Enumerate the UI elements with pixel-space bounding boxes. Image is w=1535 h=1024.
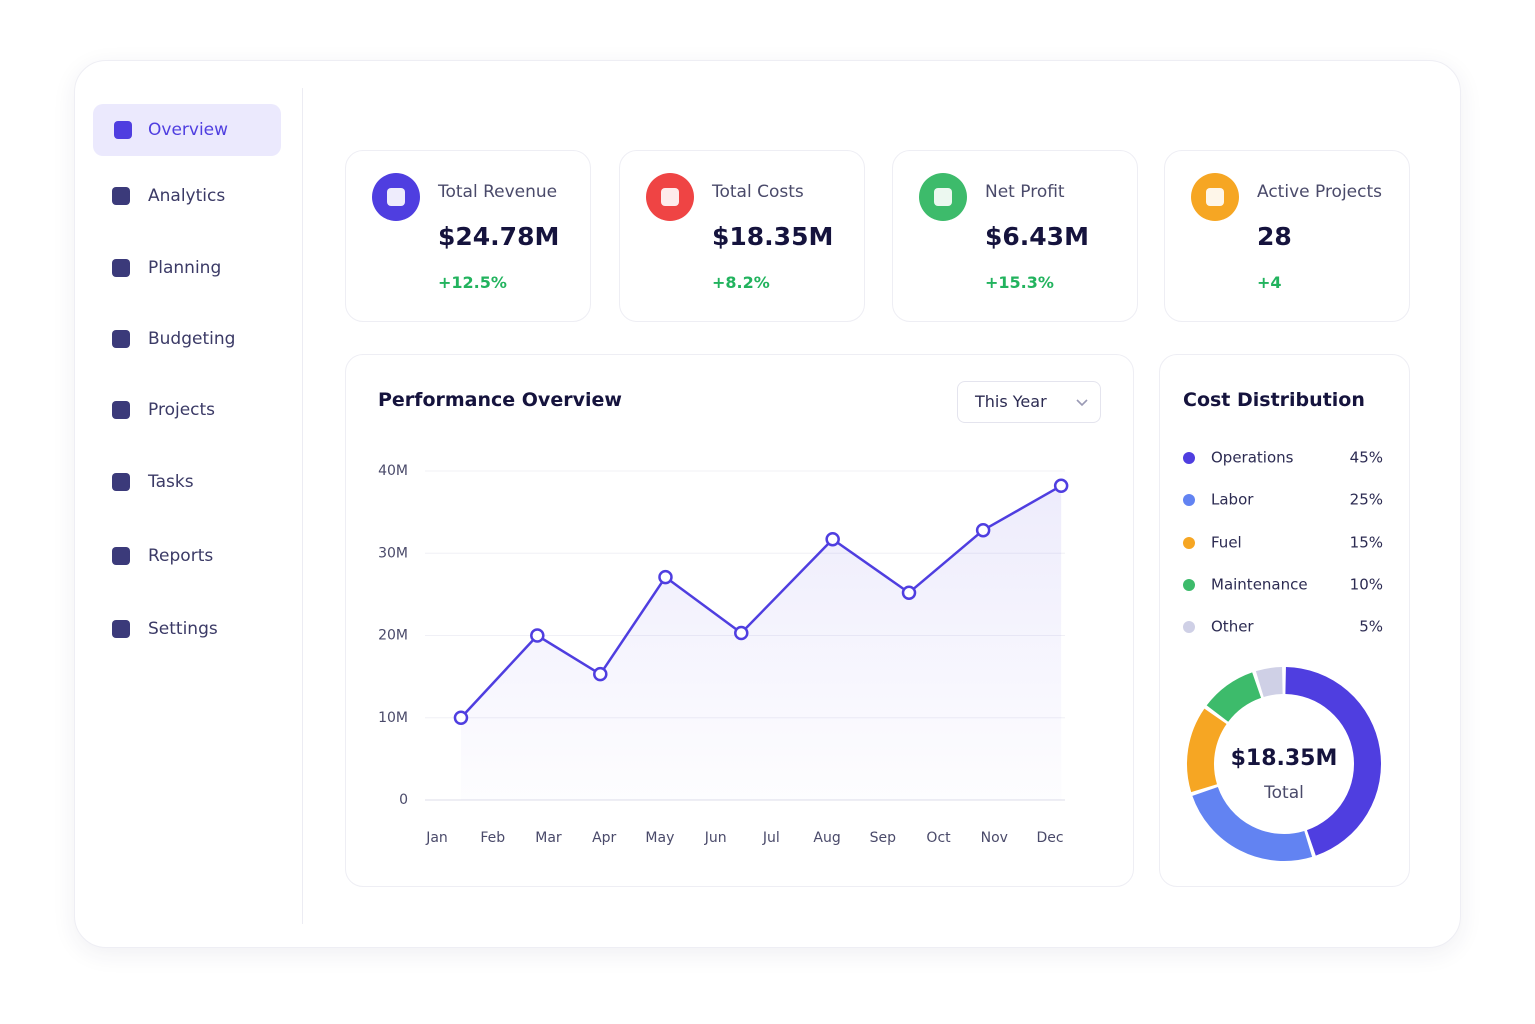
legend-label: Operations [1211, 449, 1294, 467]
y-tick-label: 20M [378, 628, 408, 644]
legend-value: 5% [1359, 618, 1383, 636]
point [593, 666, 608, 682]
x-tick-label: Aug [813, 830, 840, 846]
y-tick-label: 30M [378, 545, 408, 561]
x-tick-label: Mar [535, 830, 562, 846]
x-tick-label: Jun [704, 830, 727, 846]
legend-label: Other [1211, 618, 1254, 636]
period-dropdown[interactable]: This Year [957, 381, 1101, 423]
donut-center-value: $18.35M [1231, 746, 1338, 771]
x-tick-label: Sep [870, 830, 897, 846]
legend-dot [1183, 494, 1195, 506]
legend-label: Fuel [1211, 534, 1242, 552]
legend-value: 25% [1350, 491, 1383, 509]
nav-icon [112, 259, 130, 277]
x-tick-label: Apr [592, 830, 616, 846]
legend-value: 15% [1350, 534, 1383, 552]
card-value: $6.43M [985, 222, 1089, 251]
card-title: Active Projects [1257, 182, 1383, 202]
point [658, 569, 673, 585]
nav-icon [112, 547, 130, 565]
point [1053, 478, 1069, 494]
legend-dot [1183, 621, 1195, 633]
legend-value: 45% [1350, 449, 1383, 467]
card-change: +4 [1257, 273, 1282, 292]
card-value: 28 [1257, 222, 1292, 251]
nav-item[interactable]: Planning [148, 258, 222, 278]
nav-item[interactable]: Settings [148, 619, 218, 639]
legend-value: 10% [1350, 576, 1383, 594]
nav-item[interactable]: Projects [148, 400, 216, 420]
card-icon [646, 173, 694, 221]
nav-icon [112, 620, 130, 638]
card-value: $18.35M [712, 222, 834, 251]
nav-item[interactable]: Budgeting [148, 329, 236, 349]
nav-icon [112, 401, 130, 419]
panel-title: Cost Distribution [1183, 389, 1365, 411]
x-tick-label: May [645, 830, 674, 846]
point [825, 532, 840, 547]
card-icon [372, 173, 420, 221]
chevron [1076, 399, 1088, 407]
donut-segment [1206, 672, 1262, 723]
nav-icon [112, 187, 130, 205]
sidebar-divider [302, 88, 303, 924]
point [453, 710, 469, 725]
legend-dot [1183, 452, 1195, 464]
y-tick-label: 0 [399, 792, 408, 808]
panel-title: Performance Overview [378, 389, 622, 411]
card-title: Total Revenue [438, 182, 558, 202]
kpi-card [1164, 150, 1410, 322]
nav-icon [114, 121, 132, 139]
dropdown-label: This Year [975, 392, 1047, 411]
point [975, 522, 991, 538]
nav-item[interactable]: Analytics [148, 186, 226, 206]
card-change: +12.5% [438, 273, 507, 292]
donut-segment [1187, 708, 1227, 793]
card-icon [919, 173, 967, 221]
x-tick-label: Oct [926, 830, 951, 846]
card-title: Net Profit [985, 182, 1065, 202]
nav-icon [112, 330, 130, 348]
x-tick-label: Jan [425, 830, 448, 846]
card-change: +8.2% [712, 273, 770, 292]
nav-item[interactable]: Reports [148, 546, 214, 566]
x-tick-label: Feb [480, 830, 505, 846]
legend-label: Maintenance [1211, 576, 1308, 594]
point [530, 628, 545, 643]
x-tick-label: Dec [1036, 830, 1063, 846]
y-tick-label: 10M [378, 710, 408, 726]
donut-segment [1192, 786, 1313, 861]
card-value: $24.78M [438, 222, 560, 251]
card-title: Total Costs [712, 182, 804, 202]
legend-label: Labor [1211, 491, 1254, 509]
nav-icon [112, 473, 130, 491]
donut-center-label: Total [1263, 783, 1304, 803]
x-tick-label: Nov [981, 830, 1008, 846]
legend-dot [1183, 537, 1195, 549]
nav-item[interactable]: Overview [148, 120, 229, 140]
point [901, 585, 917, 600]
legend-dot [1183, 579, 1195, 591]
card-icon [1191, 173, 1239, 221]
area [460, 485, 1062, 800]
y-tick-label: 40M [378, 463, 408, 479]
x-tick-label: Jul [762, 830, 780, 846]
card-change: +15.3% [985, 273, 1054, 292]
donut-segment [1285, 667, 1381, 856]
nav-item[interactable]: Tasks [148, 472, 194, 492]
point [734, 625, 749, 641]
donut-segment [1255, 667, 1284, 698]
